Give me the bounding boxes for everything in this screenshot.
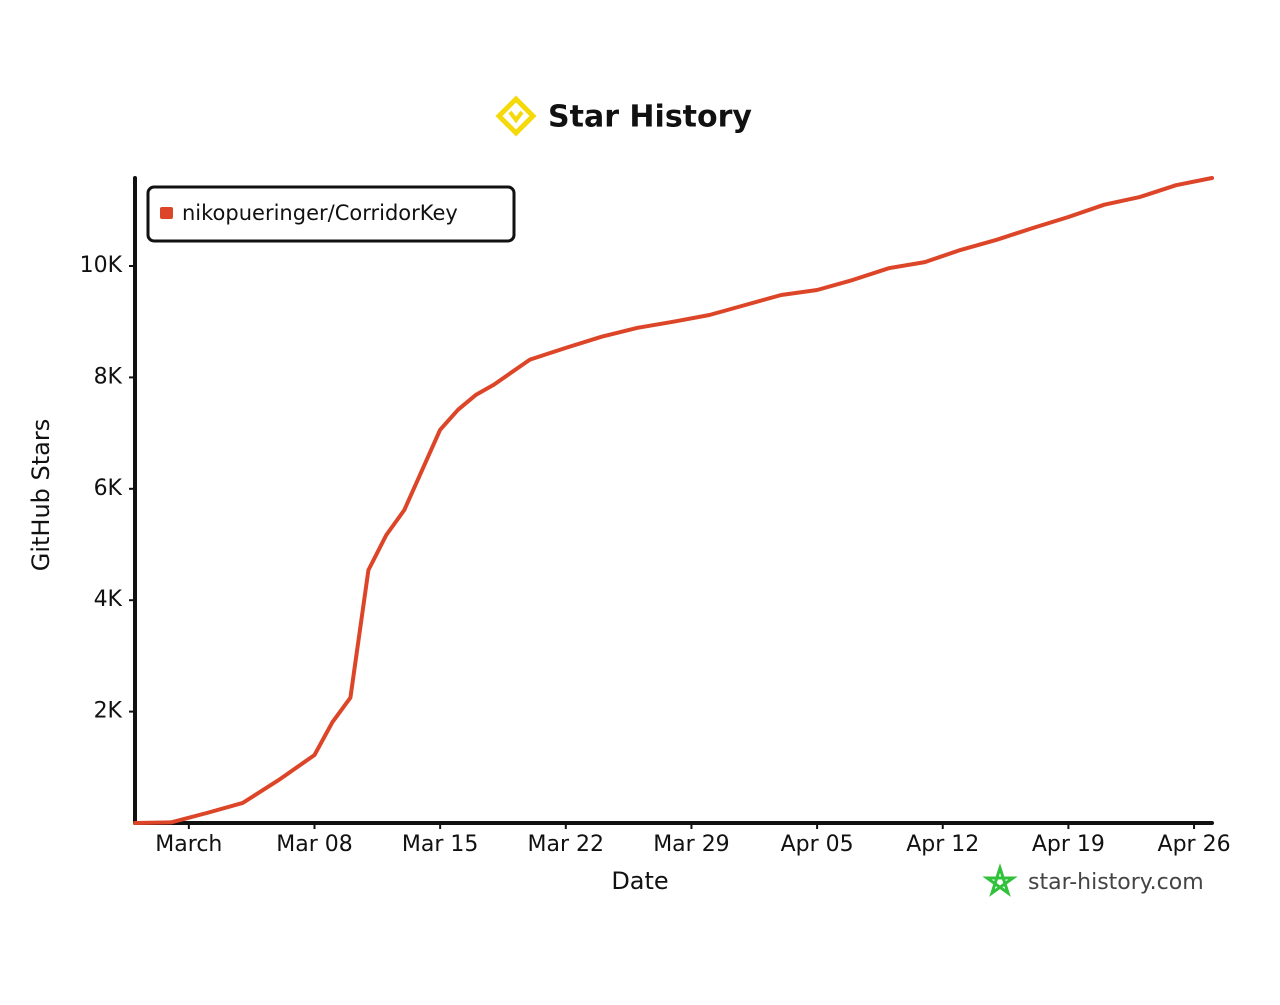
watermark: star-history.com bbox=[1028, 870, 1204, 895]
x-tick-label: Mar 22 bbox=[528, 832, 605, 857]
chart-title: Star History bbox=[548, 100, 752, 135]
legend-box bbox=[146, 185, 516, 243]
x-tick-label: March bbox=[155, 832, 222, 857]
series-line bbox=[133, 176, 1214, 825]
y-tick-label: 2K bbox=[94, 699, 123, 724]
x-axis-label: Date bbox=[611, 867, 668, 895]
x-tick-label: Mar 29 bbox=[653, 832, 730, 857]
x-tick-label: Apr 05 bbox=[781, 832, 854, 857]
y-tick-label: 8K bbox=[94, 364, 123, 389]
x-tick-label: Apr 26 bbox=[1158, 832, 1231, 857]
legend-swatch bbox=[160, 207, 173, 219]
y-tick-label: 6K bbox=[94, 476, 123, 501]
logo bbox=[495, 95, 537, 137]
x-tick-label: Mar 15 bbox=[402, 832, 479, 857]
watermark-icon bbox=[982, 863, 1018, 897]
x-tick-label: Apr 19 bbox=[1032, 832, 1105, 857]
legend-label: nikopueringer/CorridorKey bbox=[182, 201, 458, 225]
y-tick-label: 10K bbox=[80, 253, 123, 278]
y-axis-label: GitHub Stars bbox=[27, 419, 55, 572]
y-tick-label: 4K bbox=[94, 587, 123, 612]
x-tick-label: Mar 08 bbox=[276, 832, 353, 857]
x-tick-label: Apr 12 bbox=[906, 832, 979, 857]
